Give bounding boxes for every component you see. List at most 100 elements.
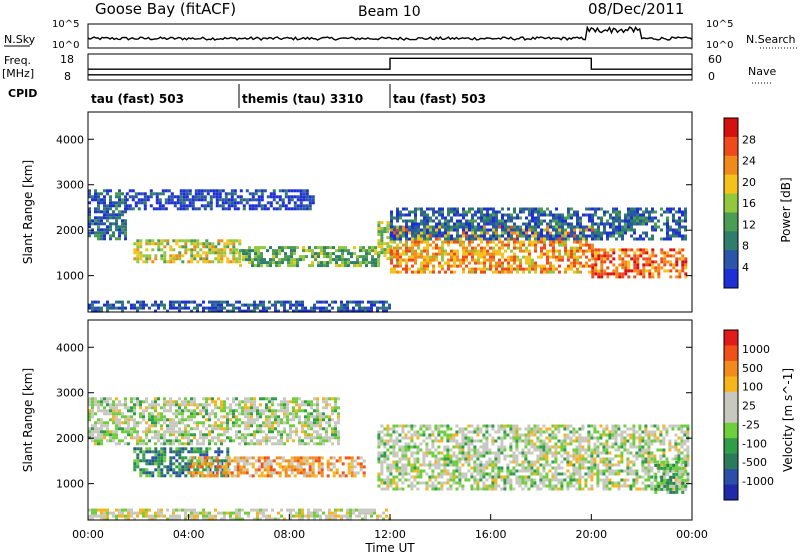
power-cell: [513, 216, 516, 220]
vel-cell: [112, 415, 115, 419]
power-cell: [320, 246, 323, 250]
power-cell: [600, 263, 604, 267]
power-cell: [109, 237, 112, 241]
vel-cell: [316, 415, 319, 419]
power-cell: [519, 234, 522, 238]
vel-cell: [241, 433, 244, 437]
power-cell: [618, 228, 621, 232]
vel-cell: [313, 409, 316, 413]
vel-cell: [115, 409, 118, 413]
vel-cell: [500, 478, 504, 482]
power-cell: [388, 306, 391, 310]
power-cell: [573, 264, 576, 268]
vel-cell: [224, 456, 228, 460]
vel-cell: [392, 430, 396, 434]
power-cell: [573, 252, 576, 256]
power-cell: [654, 228, 657, 232]
vel-cell: [419, 469, 423, 473]
vel-cell: [293, 465, 297, 469]
power-cell: [615, 225, 618, 229]
power-cell: [627, 219, 630, 223]
vel-cell: [341, 471, 345, 475]
power-cell: [365, 258, 368, 262]
power-cell: [254, 255, 257, 259]
vel-cell: [389, 463, 393, 467]
power-cell: [606, 275, 610, 279]
power-cell: [402, 213, 405, 217]
power-cell: [684, 219, 687, 223]
power-cell: [423, 231, 426, 235]
power-cell: [594, 257, 598, 261]
vel-cell: [311, 471, 315, 475]
power-cell: [624, 260, 628, 264]
vel-cell: [196, 442, 199, 446]
vel-cell: [545, 451, 549, 455]
vel-cell: [214, 412, 217, 416]
power-cell: [573, 210, 576, 214]
power-cell: [157, 242, 161, 246]
vel-cell: [250, 406, 253, 410]
power-cell: [109, 303, 112, 307]
power-cell: [543, 267, 546, 271]
power-cell: [284, 207, 288, 211]
vel-cell: [130, 427, 133, 431]
vel-cell: [536, 472, 540, 476]
power-cell: [603, 272, 607, 276]
vel-cell: [307, 436, 310, 440]
power-cell: [124, 198, 127, 202]
power-cell: [91, 306, 94, 310]
power-cell: [633, 213, 636, 217]
vel-cell: [166, 403, 169, 407]
power-cell: [178, 303, 181, 307]
vel-cell: [263, 459, 267, 463]
power-cell: [175, 300, 178, 304]
power-cell: [364, 309, 367, 313]
vel-cell: [106, 397, 109, 401]
vel-cell: [488, 451, 492, 455]
power-cell: [651, 272, 655, 276]
power-cell: [103, 234, 106, 238]
power-cell: [573, 213, 576, 217]
power-cell: [561, 255, 564, 259]
power-cell: [630, 228, 633, 232]
vel-cell: [211, 439, 214, 443]
power-cell: [441, 255, 444, 259]
power-cell: [579, 222, 582, 226]
power-cell: [209, 207, 213, 211]
power-cell: [636, 266, 640, 270]
power-cell: [438, 270, 441, 274]
vel-cell: [410, 436, 414, 440]
power-cell: [341, 255, 344, 259]
power-cell: [284, 246, 287, 250]
vel-cell: [266, 465, 270, 469]
vel-cell: [145, 471, 149, 475]
power-cell: [136, 251, 140, 255]
power-cell: [411, 249, 414, 253]
power-cell: [377, 264, 380, 268]
vel-cell: [326, 459, 330, 463]
vel-cell: [395, 481, 399, 485]
power-cell: [654, 216, 657, 220]
vel-cell: [331, 433, 334, 437]
vel-cell: [277, 403, 280, 407]
power-cell: [525, 222, 528, 226]
vel-cell: [166, 439, 169, 443]
power-cell: [465, 258, 468, 262]
power-cell: [127, 300, 130, 304]
vel-cell: [157, 397, 160, 401]
power-cell: [169, 300, 172, 304]
vel-cell: [334, 424, 337, 428]
vel-cell: [106, 439, 109, 443]
vel-cell: [190, 442, 193, 446]
vel-cell: [509, 442, 513, 446]
vel-cell: [325, 430, 328, 434]
vel-cell: [224, 471, 228, 475]
vel-cell: [431, 454, 435, 458]
power-cell: [275, 207, 279, 211]
power-cell: [169, 303, 172, 307]
power-colorbar-swatch: [724, 118, 738, 138]
vel-cell: [328, 418, 331, 422]
power-cell: [292, 303, 295, 307]
vel-cell: [154, 433, 157, 437]
power-cell: [402, 219, 405, 223]
